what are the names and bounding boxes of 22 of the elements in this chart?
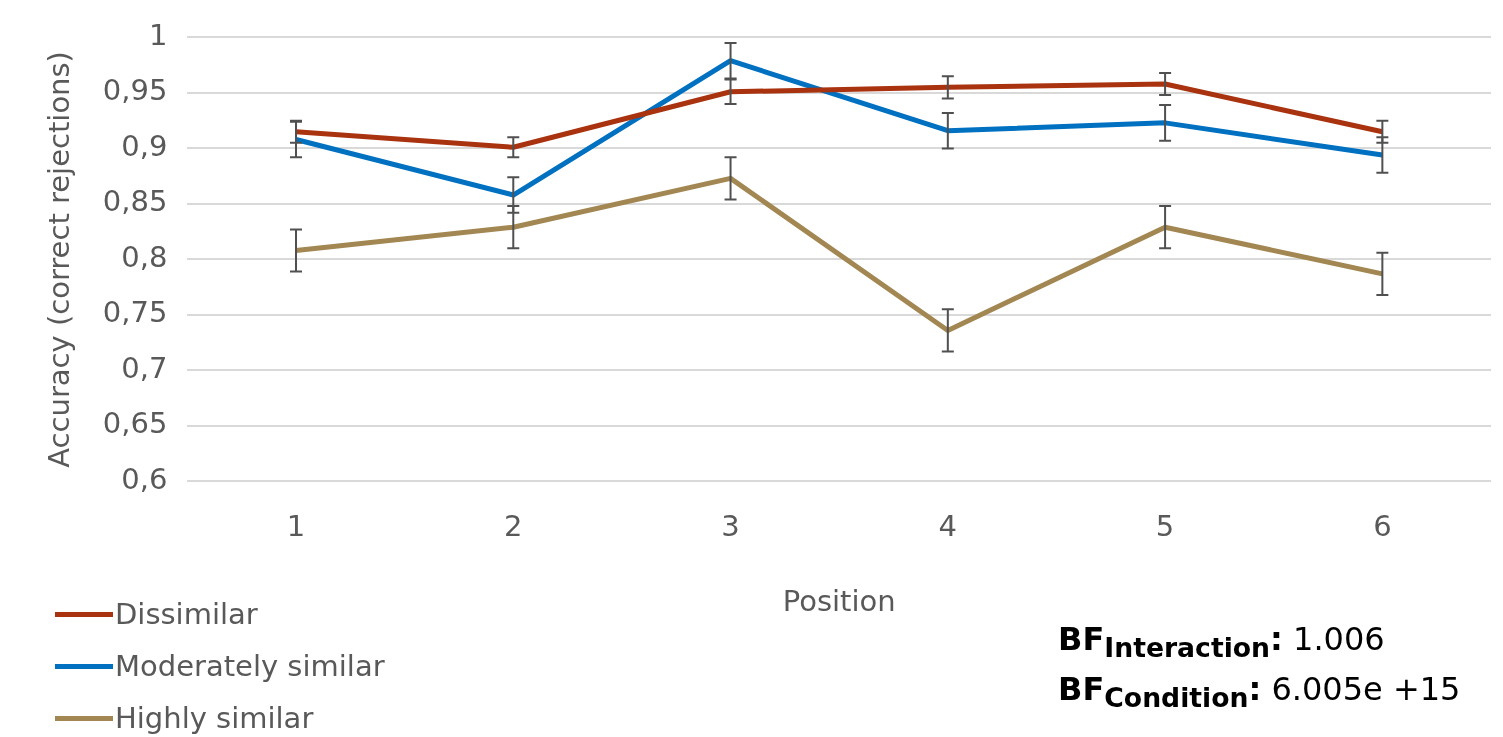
x-tick-label: 3 [721, 509, 740, 544]
y-tick-label: 0,95 [102, 73, 168, 108]
legend-label: Highly similar [115, 701, 314, 735]
y-tick-label: 0,65 [102, 406, 168, 441]
x-axis-title: Position [782, 584, 896, 619]
x-tick-label: 6 [1373, 509, 1392, 544]
y-tick-label: 0,9 [121, 128, 168, 163]
text: BF$_{Condition}$: 6.005e +15 [1058, 670, 1461, 716]
y-tick-label: 1 [148, 17, 168, 52]
legend-label: Dissimilar [115, 597, 258, 631]
y-tick-label: 0,85 [102, 184, 168, 219]
y-axis-title: Accuracy (correct rejections) [41, 51, 76, 468]
text: BF$_{Interaction}$: 1.006 [1058, 620, 1386, 666]
y-tick-label: 0,8 [121, 239, 168, 274]
x-tick-label: 1 [286, 509, 306, 544]
y-tick-label: 0,6 [121, 461, 168, 496]
x-tick-label: 4 [938, 509, 958, 544]
y-tick-label: 0,7 [121, 350, 168, 385]
y-tick-label: 0,75 [102, 295, 168, 330]
legend-label: Moderately similar [115, 649, 385, 683]
x-tick-label: 2 [504, 509, 523, 544]
x-tick-label: 5 [1155, 509, 1175, 544]
